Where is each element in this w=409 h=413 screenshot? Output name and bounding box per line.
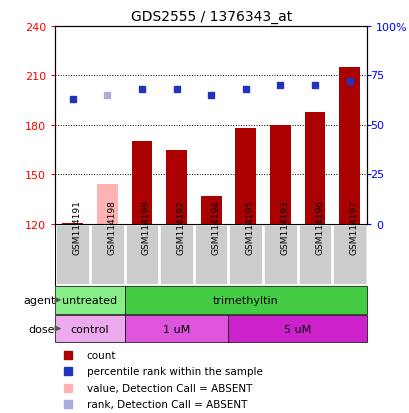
Text: control: control xyxy=(70,324,109,334)
Text: dose: dose xyxy=(29,324,55,334)
Bar xyxy=(338,68,359,224)
FancyBboxPatch shape xyxy=(263,225,296,285)
FancyBboxPatch shape xyxy=(91,225,123,285)
Text: GSM114197: GSM114197 xyxy=(349,199,358,254)
Bar xyxy=(62,223,83,224)
Text: GSM114196: GSM114196 xyxy=(314,199,323,254)
Bar xyxy=(55,315,124,342)
Bar xyxy=(235,129,256,224)
Bar xyxy=(304,112,325,224)
FancyBboxPatch shape xyxy=(125,225,158,285)
Text: GSM114195: GSM114195 xyxy=(245,199,254,254)
Text: GSM114194: GSM114194 xyxy=(211,199,220,254)
Bar xyxy=(228,315,366,342)
Text: GSM114192: GSM114192 xyxy=(176,199,185,254)
Text: trimethyltin: trimethyltin xyxy=(212,295,278,305)
Text: 1 uM: 1 uM xyxy=(162,324,190,334)
Bar xyxy=(97,185,117,224)
FancyBboxPatch shape xyxy=(194,225,227,285)
Text: value, Detection Call = ABSENT: value, Detection Call = ABSENT xyxy=(86,383,251,393)
Text: 5 uM: 5 uM xyxy=(283,324,310,334)
Text: GSM114191: GSM114191 xyxy=(72,199,81,254)
Text: rank, Detection Call = ABSENT: rank, Detection Call = ABSENT xyxy=(86,399,246,409)
Text: 25: 25 xyxy=(369,170,383,180)
FancyBboxPatch shape xyxy=(56,225,89,285)
FancyBboxPatch shape xyxy=(229,225,261,285)
Bar xyxy=(124,287,366,314)
Bar xyxy=(55,287,124,314)
Bar xyxy=(131,142,152,224)
Text: untreated: untreated xyxy=(62,295,117,305)
Text: 75: 75 xyxy=(369,71,383,81)
Text: agent: agent xyxy=(23,295,55,305)
Text: percentile rank within the sample: percentile rank within the sample xyxy=(86,366,262,376)
FancyBboxPatch shape xyxy=(298,225,330,285)
Bar xyxy=(270,126,290,224)
Text: count: count xyxy=(86,350,116,360)
Text: GSM114198: GSM114198 xyxy=(107,199,116,254)
FancyBboxPatch shape xyxy=(160,225,192,285)
Title: GDS2555 / 1376343_at: GDS2555 / 1376343_at xyxy=(130,10,291,24)
Bar xyxy=(166,150,187,224)
Text: GSM114193: GSM114193 xyxy=(280,199,289,254)
Bar xyxy=(124,315,228,342)
FancyBboxPatch shape xyxy=(333,225,365,285)
Text: 50: 50 xyxy=(369,121,383,131)
Bar xyxy=(200,197,221,224)
Text: GSM114199: GSM114199 xyxy=(142,199,151,254)
